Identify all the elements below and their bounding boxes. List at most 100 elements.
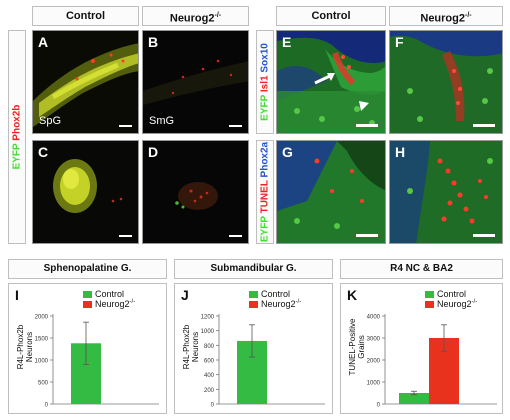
- panel-g-image: [277, 141, 385, 243]
- panel-c-label: C: [38, 144, 49, 160]
- chart-k-legend: Control Neurog2-/-: [425, 289, 477, 309]
- y-tick-label: 500: [38, 381, 49, 387]
- legend-sup-mutant: -/-: [129, 299, 136, 305]
- panel-h-micrograph: H: [389, 140, 503, 244]
- chart-j-title-text: Submandibular G.: [210, 263, 297, 274]
- side-label-right-top: EYFP Isl1 Sox10: [256, 30, 274, 134]
- chart-i-plot: 0 500 1000 1500 2000: [35, 314, 159, 409]
- side-label-right-bottom: EYFP TUNEL Phox2a: [256, 140, 274, 244]
- legend-swatch-control: [83, 291, 92, 299]
- panel-f-image: [390, 31, 502, 133]
- chart-k-legend-mutant: Neurog2-/-: [425, 299, 477, 309]
- label-eyfp-top: EYFP: [259, 94, 271, 121]
- panel-e-scale-bar: [356, 124, 378, 127]
- y-tick-label: 3000: [367, 337, 381, 343]
- chart-k-plot: 0 1000 2000 3000 4000: [367, 314, 497, 409]
- panel-d-image: [143, 141, 248, 243]
- panel-b-image: [143, 31, 248, 133]
- legend-label-control: Control: [261, 289, 291, 299]
- panel-c-image: [33, 141, 138, 243]
- chart-k-title: R4 NC & BA2: [340, 259, 503, 279]
- header-control-right: Control: [276, 6, 386, 26]
- panel-e-label: E: [282, 34, 292, 50]
- y-tick-label: 1000: [367, 381, 381, 387]
- panel-d-label: D: [148, 144, 159, 160]
- panel-h-image: [390, 141, 502, 243]
- panel-c-micrograph: C: [32, 140, 139, 244]
- label-eyfp: EYFP: [11, 143, 23, 170]
- legend-label-control: Control: [95, 289, 125, 299]
- panel-e-micrograph: E: [276, 30, 386, 134]
- header-mutant-left-sup: -/-: [214, 12, 222, 19]
- panel-h-scale-bar: [473, 234, 495, 237]
- label-phox2b: Phox2b: [11, 104, 23, 141]
- panel-d-scale-bar: [229, 235, 242, 237]
- chart-j-legend-mutant: Neurog2-/-: [249, 299, 301, 309]
- label-isl1: Isl1: [259, 75, 271, 93]
- legend-sup-mutant: -/-: [471, 299, 478, 305]
- chart-i-title: Sphenopalatine G.: [8, 259, 167, 279]
- label-sox10: Sox10: [259, 43, 271, 73]
- legend-label-mutant: Neurog2: [95, 299, 130, 309]
- y-tick-label: 600: [204, 359, 215, 365]
- chart-i: I R4L-Phox2b Neurons Control Neurog2-/- …: [8, 283, 167, 414]
- header-control-left: Control: [32, 6, 139, 26]
- y-tick-label: 0: [45, 403, 49, 409]
- panel-a-micrograph: A SpG: [32, 30, 139, 134]
- header-control-right-text: Control: [311, 10, 351, 22]
- legend-swatch-mutant: [83, 301, 92, 309]
- chart-j-legend-control: Control: [249, 289, 301, 299]
- panel-g-scale-bar: [356, 234, 378, 237]
- panel-a-label: A: [38, 34, 49, 50]
- chart-i-legend-control: Control: [83, 289, 135, 299]
- side-label-left: EYFP Phox2b: [8, 30, 26, 244]
- chart-j-legend: Control Neurog2-/-: [249, 289, 301, 309]
- panel-b-scale-bar: [229, 125, 242, 127]
- y-tick-label: 1200: [201, 315, 215, 321]
- label-tunel: TUNEL: [259, 180, 271, 214]
- y-tick-label: 0: [377, 403, 381, 409]
- y-tick-label: 800: [204, 344, 215, 350]
- chart-i-legend-mutant: Neurog2-/-: [83, 299, 135, 309]
- y-tick-label: 4000: [367, 315, 381, 321]
- panel-c-scale-bar: [119, 235, 132, 237]
- panel-h-label: H: [395, 144, 406, 160]
- y-tick-label: 2000: [35, 315, 49, 321]
- y-tick-label: 400: [204, 373, 215, 379]
- header-control-left-text: Control: [65, 10, 106, 22]
- chart-k-title-text: R4 NC & BA2: [390, 263, 453, 274]
- panel-b-smg-text: SmG: [149, 115, 175, 127]
- panel-a-image: [33, 31, 138, 133]
- panel-f-micrograph: F: [389, 30, 503, 134]
- bar-control: [399, 393, 429, 404]
- panel-a-scale-bar: [119, 125, 132, 127]
- legend-swatch-mutant: [249, 301, 258, 309]
- panel-e-image: [277, 31, 385, 133]
- legend-swatch-mutant: [425, 301, 434, 309]
- chart-k: K TUNEL-Positive Grains Control Neurog2-…: [340, 283, 503, 414]
- y-tick-label: 2000: [367, 359, 381, 365]
- chart-k-legend-control: Control: [425, 289, 477, 299]
- panel-b-micrograph: B SmG: [142, 30, 249, 134]
- header-mutant-left: Neurog2-/-: [142, 6, 249, 26]
- chart-j-plot: 0 200 400 600 800 1000 1200: [201, 314, 325, 409]
- header-mutant-right: Neurog2-/-: [389, 6, 503, 26]
- y-tick-label: 200: [204, 388, 215, 394]
- legend-label-mutant: Neurog2: [437, 299, 472, 309]
- label-phox2a: Phox2a: [259, 141, 271, 178]
- chart-i-legend: Control Neurog2-/-: [83, 289, 135, 309]
- label-eyfp-bottom: EYFP: [259, 216, 271, 243]
- legend-swatch-control: [425, 291, 434, 299]
- legend-label-control: Control: [437, 289, 467, 299]
- chart-j: J R4L-Phox2b Neurons Control Neurog2-/- …: [174, 283, 333, 414]
- y-tick-label: 1000: [201, 329, 215, 335]
- chart-j-title: Submandibular G.: [174, 259, 333, 279]
- panel-g-micrograph: G: [276, 140, 386, 244]
- y-tick-label: 1000: [35, 359, 49, 365]
- panel-a-spg-text: SpG: [39, 115, 62, 127]
- panel-b-label: B: [148, 34, 159, 50]
- panel-f-scale-bar: [473, 124, 495, 127]
- chart-k-panel-label: K: [347, 287, 358, 303]
- panel-f-label: F: [395, 34, 404, 50]
- chart-i-panel-label: I: [15, 287, 19, 303]
